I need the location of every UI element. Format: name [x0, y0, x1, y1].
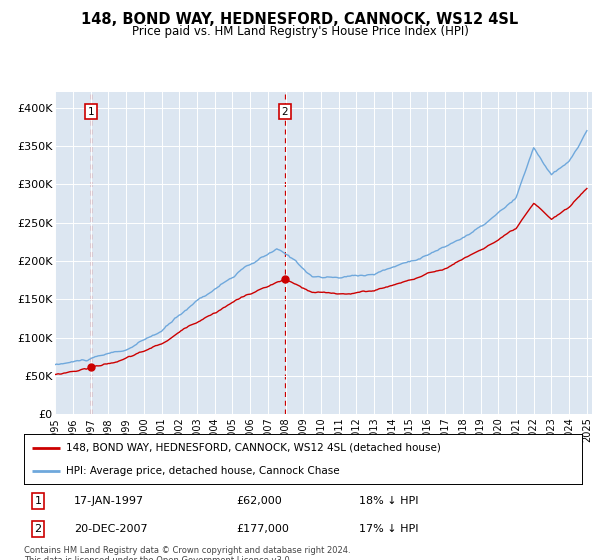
Text: 20-DEC-2007: 20-DEC-2007: [74, 524, 148, 534]
Text: 1: 1: [88, 106, 95, 116]
Text: 17-JAN-1997: 17-JAN-1997: [74, 496, 145, 506]
Text: 1: 1: [34, 496, 41, 506]
Text: 148, BOND WAY, HEDNESFORD, CANNOCK, WS12 4SL: 148, BOND WAY, HEDNESFORD, CANNOCK, WS12…: [82, 12, 518, 27]
Text: £62,000: £62,000: [236, 496, 282, 506]
Text: Contains HM Land Registry data © Crown copyright and database right 2024.
This d: Contains HM Land Registry data © Crown c…: [24, 546, 350, 560]
Text: 18% ↓ HPI: 18% ↓ HPI: [359, 496, 418, 506]
Text: HPI: Average price, detached house, Cannock Chase: HPI: Average price, detached house, Cann…: [66, 466, 340, 476]
Text: £177,000: £177,000: [236, 524, 289, 534]
Text: Price paid vs. HM Land Registry's House Price Index (HPI): Price paid vs. HM Land Registry's House …: [131, 25, 469, 38]
Text: 2: 2: [34, 524, 41, 534]
Text: 17% ↓ HPI: 17% ↓ HPI: [359, 524, 418, 534]
Text: 148, BOND WAY, HEDNESFORD, CANNOCK, WS12 4SL (detached house): 148, BOND WAY, HEDNESFORD, CANNOCK, WS12…: [66, 442, 441, 452]
Text: 2: 2: [281, 106, 288, 116]
